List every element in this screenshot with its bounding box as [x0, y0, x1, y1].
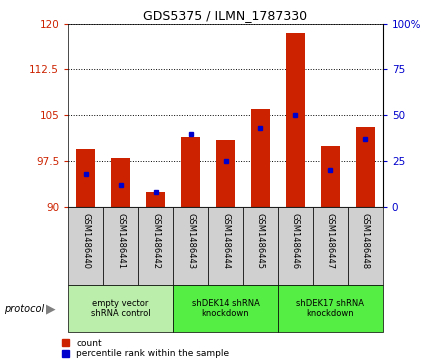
Text: GSM1486446: GSM1486446 — [291, 213, 300, 269]
Bar — [321, 146, 340, 207]
Bar — [138, 207, 173, 285]
Bar — [286, 33, 305, 207]
Bar — [68, 285, 173, 332]
Bar — [278, 207, 313, 285]
Text: empty vector
shRNA control: empty vector shRNA control — [91, 299, 150, 318]
Text: GSM1486440: GSM1486440 — [81, 213, 90, 269]
Text: protocol: protocol — [4, 303, 44, 314]
Text: GSM1486444: GSM1486444 — [221, 213, 230, 269]
Bar — [313, 207, 348, 285]
Bar — [348, 207, 383, 285]
Legend: count, percentile rank within the sample: count, percentile rank within the sample — [62, 339, 229, 359]
Title: GDS5375 / ILMN_1787330: GDS5375 / ILMN_1787330 — [143, 9, 308, 23]
Bar — [173, 285, 278, 332]
Text: shDEK14 shRNA
knockdown: shDEK14 shRNA knockdown — [191, 299, 260, 318]
Bar — [68, 207, 103, 285]
Text: shDEK17 shRNA
knockdown: shDEK17 shRNA knockdown — [297, 299, 364, 318]
Bar — [356, 127, 375, 207]
Bar — [278, 285, 383, 332]
Text: ▶: ▶ — [46, 302, 55, 315]
Bar — [173, 207, 208, 285]
Bar — [103, 207, 138, 285]
Bar — [146, 192, 165, 207]
Bar — [251, 109, 270, 207]
Bar — [208, 207, 243, 285]
Text: GSM1486447: GSM1486447 — [326, 213, 335, 269]
Bar — [181, 136, 200, 207]
Text: GSM1486442: GSM1486442 — [151, 213, 160, 269]
Bar — [76, 149, 95, 207]
Bar — [243, 207, 278, 285]
Bar — [111, 158, 130, 207]
Text: GSM1486443: GSM1486443 — [186, 213, 195, 269]
Text: GSM1486445: GSM1486445 — [256, 213, 265, 269]
Text: GSM1486441: GSM1486441 — [116, 213, 125, 269]
Text: GSM1486448: GSM1486448 — [361, 213, 370, 269]
Bar — [216, 140, 235, 207]
